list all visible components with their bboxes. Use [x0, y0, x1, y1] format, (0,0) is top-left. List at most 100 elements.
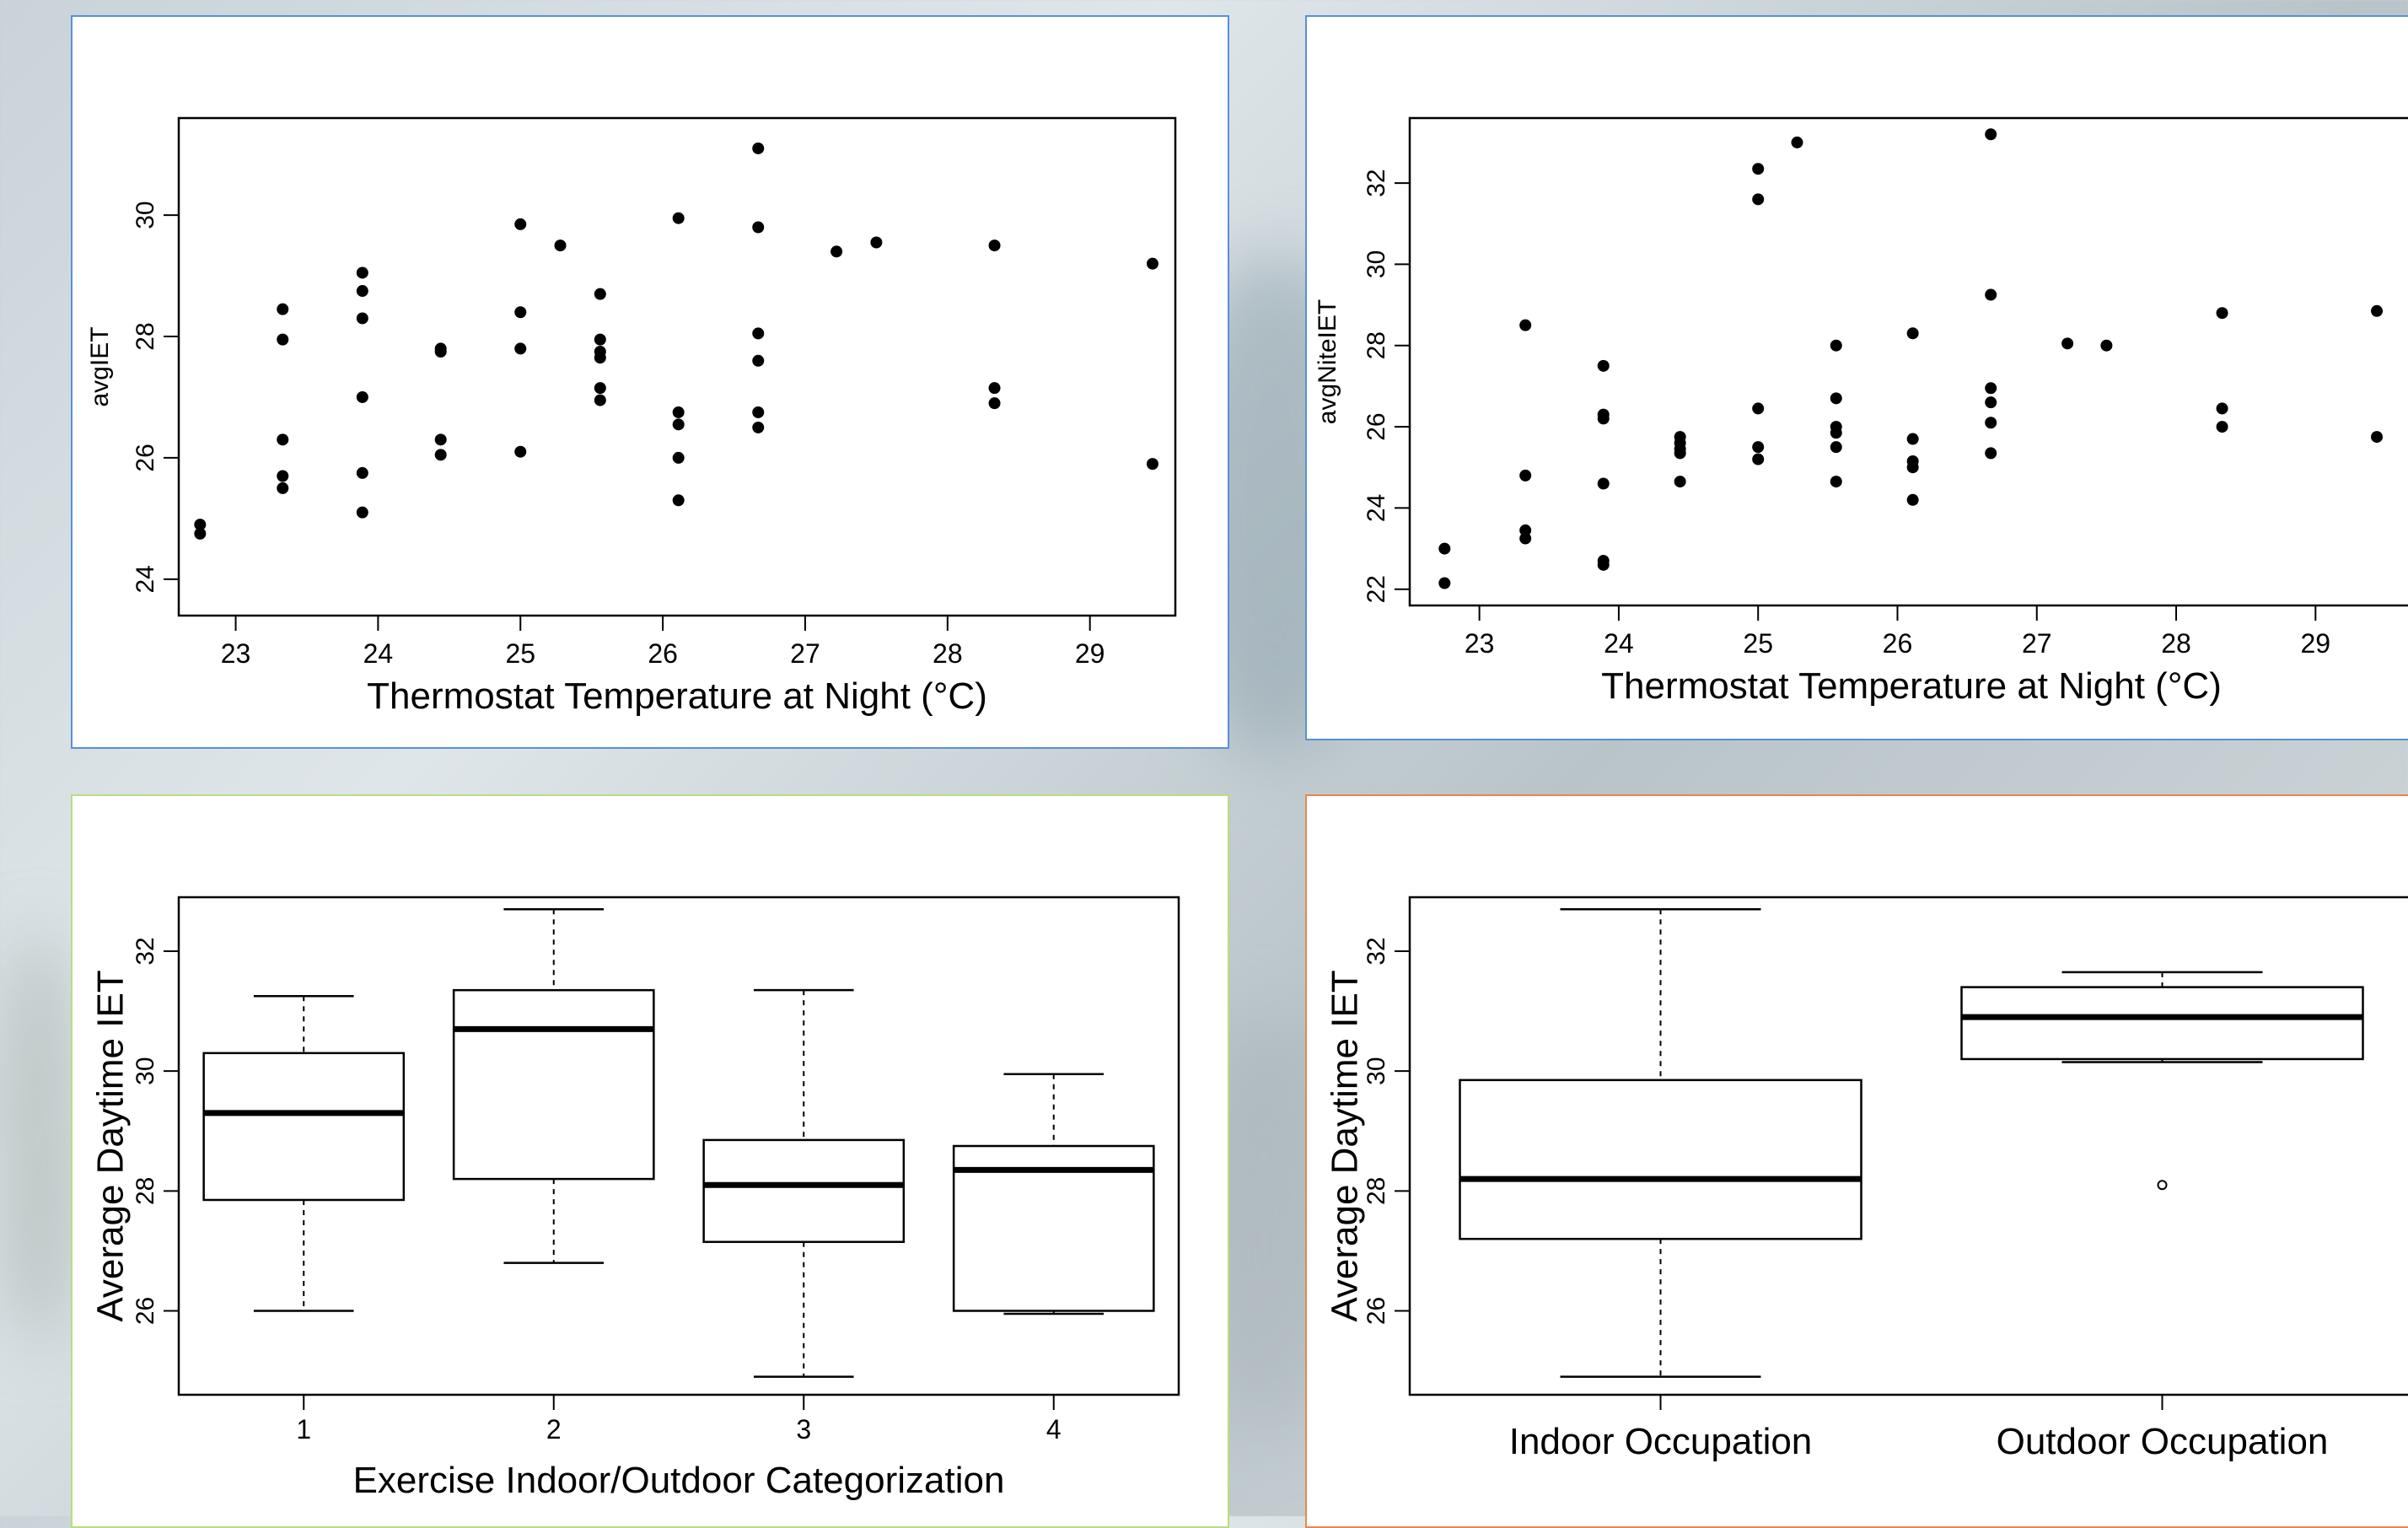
y-tick-label: 26 [132, 444, 159, 471]
x-tick-label: 29 [2301, 628, 2331, 659]
x-tick-label: 24 [1604, 628, 1634, 659]
y-axis-label: avgIET [86, 326, 114, 406]
scatter-chart-avgiet: 24 26 28 30 avgIET Thermostat Temperature at … [86, 116, 1177, 717]
y-tick-label: 30 [132, 201, 159, 229]
scatter-panel-night: 22 24 26 28 30 32 avgNiteIET Thermostat Tempera… [1305, 15, 2408, 740]
x-tick-label: 28 [2161, 628, 2191, 659]
scatter-point [594, 288, 606, 300]
scatter-point [1906, 327, 1919, 340]
scatter-point [277, 482, 289, 494]
scatter-point [752, 421, 765, 433]
x-tick-label: 23 [221, 638, 251, 669]
scatter-point [1906, 493, 1919, 506]
box-iqr [702, 1138, 906, 1243]
scatter-point [1752, 441, 1765, 454]
scatter-point [1674, 476, 1686, 488]
y-tick-label: 26 [132, 1297, 159, 1325]
x-tick-label: 27 [2022, 628, 2052, 659]
scatter-point [988, 397, 1001, 410]
scatter-point [1519, 319, 1532, 331]
scatter-point [1597, 412, 1610, 425]
y-tick-label: 24 [1363, 494, 1390, 522]
box-iqr [1459, 1079, 1862, 1240]
scatter-point [1597, 477, 1610, 490]
x-tick-label: 4 [1046, 1414, 1062, 1445]
scatter-point [2371, 304, 2384, 317]
y-tick-label: 26 [1363, 412, 1390, 440]
scatter-point [752, 327, 765, 340]
scatter-point [1985, 382, 1997, 395]
scatter-point [1519, 524, 1532, 536]
y-tick-label: 24 [132, 565, 159, 593]
box-outlier [2157, 1180, 2168, 1191]
scatter-point [1906, 433, 1919, 445]
scatter-point [1752, 402, 1765, 415]
y-axis-label: Average Daytime IET [1325, 970, 1366, 1321]
scatter-point [514, 342, 527, 355]
x-axis-label: Exercise Indoor/Outdoor Categorization [353, 1460, 1005, 1501]
scatter-point [988, 382, 1001, 395]
scatter-point [1830, 392, 1842, 405]
boxplot-panel-occupation: 26 28 30 32 Average Daytime IET Indoor Occupa… [1305, 794, 2408, 1528]
x-tick-label: 2 [546, 1414, 562, 1445]
y-tick-label: 32 [1363, 937, 1390, 965]
scatter-point [277, 433, 289, 446]
scatter-point [988, 239, 1001, 252]
scatter-point [1752, 453, 1765, 465]
scatter-point [594, 394, 606, 406]
scatter-point [1674, 447, 1686, 460]
scatter-point [1830, 441, 1842, 454]
scatter-point [194, 527, 207, 540]
y-tick-label: 32 [132, 937, 159, 965]
scatter-point [1752, 163, 1765, 175]
scatter-point [1985, 447, 1997, 460]
scatter-point [752, 142, 765, 154]
x-tick-label: Indoor Occupation [1509, 1421, 1813, 1462]
box-iqr [202, 1052, 406, 1202]
scatter-point [434, 449, 447, 461]
y-tick-label: 26 [1363, 1297, 1390, 1325]
scatter-point [2216, 402, 2228, 415]
scatter-point [356, 266, 368, 279]
plot-frame [177, 116, 1177, 617]
x-tick-label: 1 [296, 1414, 311, 1445]
scatter-point [2100, 339, 2113, 352]
scatter-point [1438, 542, 1451, 555]
x-tick-label: 26 [1883, 628, 1913, 659]
scatter-point [752, 354, 765, 367]
x-tick-label: 28 [933, 638, 963, 669]
scatter-chart-avgniteiet: 22 24 26 28 30 32 avgNiteIET Thermostat Tempera… [1314, 116, 2408, 707]
scatter-point [1985, 128, 1997, 141]
scatter-point [1791, 136, 1803, 148]
scatter-point [870, 236, 883, 249]
scatter-point [514, 306, 527, 319]
scatter-point [356, 285, 368, 298]
y-tick-label: 30 [132, 1057, 159, 1084]
scatter-panel-daytime: 24 26 28 30 avgIET Thermostat Temperature at … [71, 15, 1229, 749]
scatter-point [1146, 458, 1158, 471]
scatter-point [1985, 288, 1997, 301]
scatter-point [752, 221, 765, 234]
x-tick-label: Outdoor Occupation [1997, 1421, 2329, 1462]
box-iqr [1960, 986, 2364, 1061]
scatter-point [1985, 417, 1997, 429]
scatter-point [1519, 469, 1532, 482]
box-iqr [952, 1144, 1155, 1312]
scatter-point [514, 445, 527, 458]
x-axis-label: Thermostat Temperature at Night (°C) [367, 675, 987, 717]
scatter-point [752, 406, 765, 418]
scatter-point [554, 239, 567, 252]
plot-frame [1408, 896, 2408, 1396]
scatter-point [1830, 427, 1842, 439]
boxplot-chart-occupation: 26 28 30 32 Average Daytime IET Indoor Occupa… [1325, 896, 2408, 1462]
scatter-point [2216, 421, 2228, 433]
scatter-point [1752, 193, 1765, 206]
y-tick-label: 28 [132, 1177, 159, 1205]
scatter-point [1906, 461, 1919, 474]
scatter-point [434, 346, 447, 358]
scatter-point [594, 352, 606, 364]
scatter-point [672, 406, 685, 418]
y-tick-label: 28 [132, 322, 159, 350]
y-tick-label: 32 [1363, 169, 1390, 196]
